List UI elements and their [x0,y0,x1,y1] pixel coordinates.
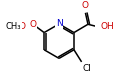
Text: OH: OH [100,22,114,31]
Text: O: O [19,22,26,31]
Text: CH₃: CH₃ [6,22,21,31]
Text: Cl: Cl [82,64,91,73]
Text: O: O [30,20,36,29]
Text: N: N [56,19,62,28]
Text: O: O [82,1,89,10]
